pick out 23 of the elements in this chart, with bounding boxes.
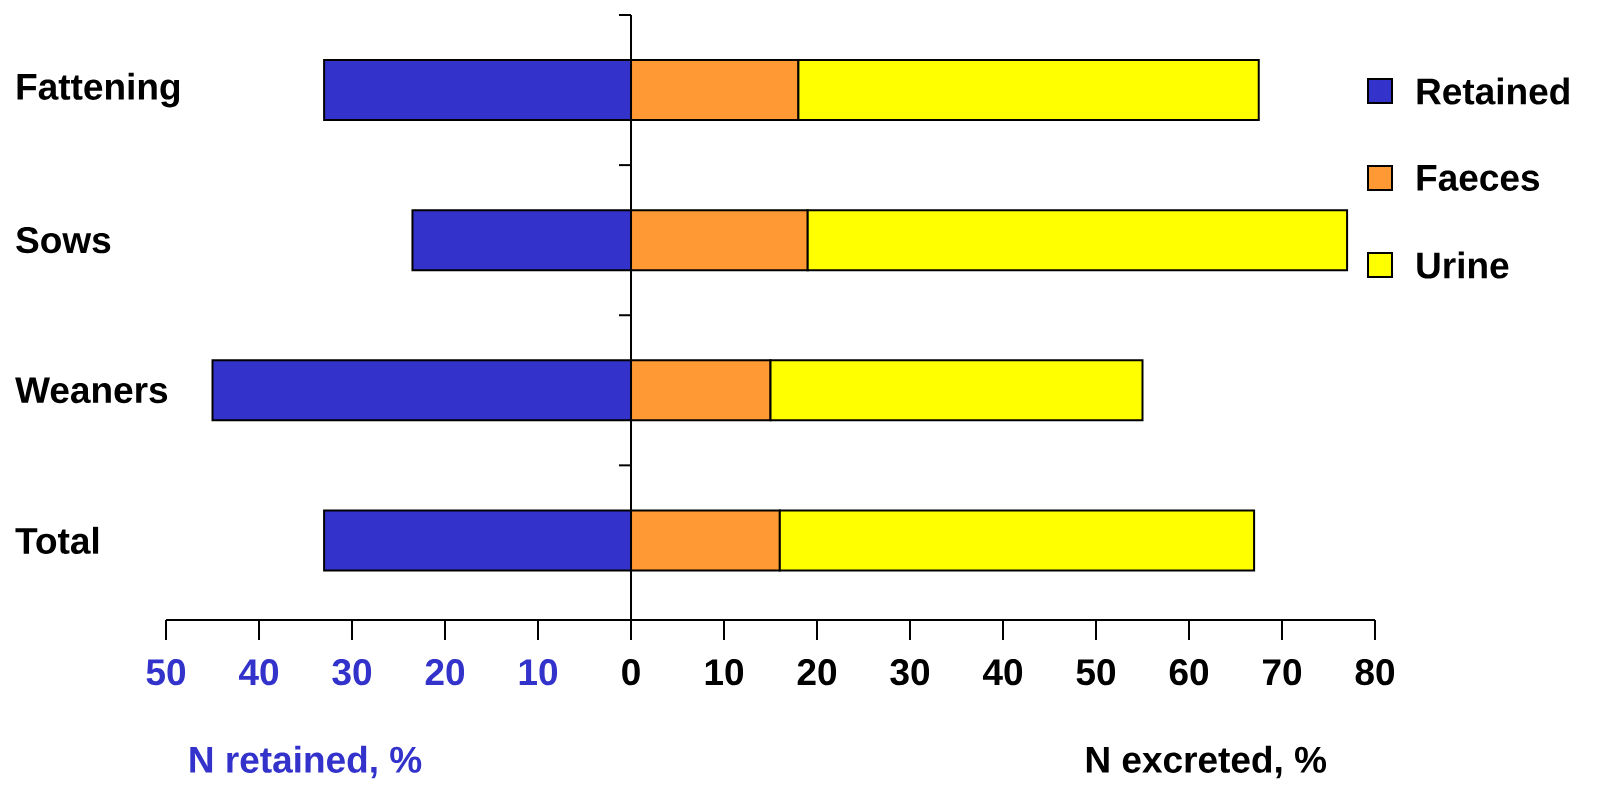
- x-tick-label: 80: [1355, 659, 1395, 686]
- y-tick-label: Weaners: [15, 377, 168, 404]
- y-tick-label: Total: [15, 526, 99, 555]
- legend-label: Faeces: [1417, 165, 1540, 191]
- x-tick-label: 40: [239, 659, 279, 686]
- x-axis-title: N excreted, %: [1086, 745, 1327, 779]
- legend-label: Urine: [1417, 251, 1509, 279]
- x-tick-label: 70: [1263, 659, 1302, 686]
- x-tick-label: 30: [890, 659, 930, 686]
- x-tick-label: 20: [797, 659, 837, 686]
- text: N retained, %: [190, 745, 422, 779]
- x-tick-label: 20: [425, 659, 465, 686]
- y-tick-label: Sows: [16, 227, 111, 254]
- x-tick-label: 50: [1076, 659, 1116, 686]
- x-tick-label: 0: [622, 659, 640, 686]
- legend-label: Retained: [1417, 77, 1569, 105]
- x-tick-label: 10: [519, 659, 558, 686]
- x-tick-label: 10: [705, 659, 744, 686]
- x-tick-label: 30: [332, 659, 372, 686]
- x-tick-label: 50: [146, 659, 186, 686]
- x-tick-label: 60: [1169, 659, 1209, 686]
- x-tick-label: 40: [982, 659, 1023, 686]
- y-tick-label: Fattening: [17, 72, 180, 108]
